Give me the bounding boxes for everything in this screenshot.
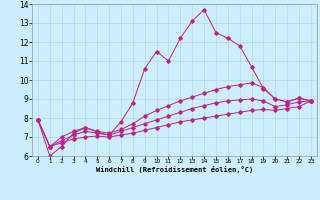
X-axis label: Windchill (Refroidissement éolien,°C): Windchill (Refroidissement éolien,°C)	[96, 166, 253, 173]
